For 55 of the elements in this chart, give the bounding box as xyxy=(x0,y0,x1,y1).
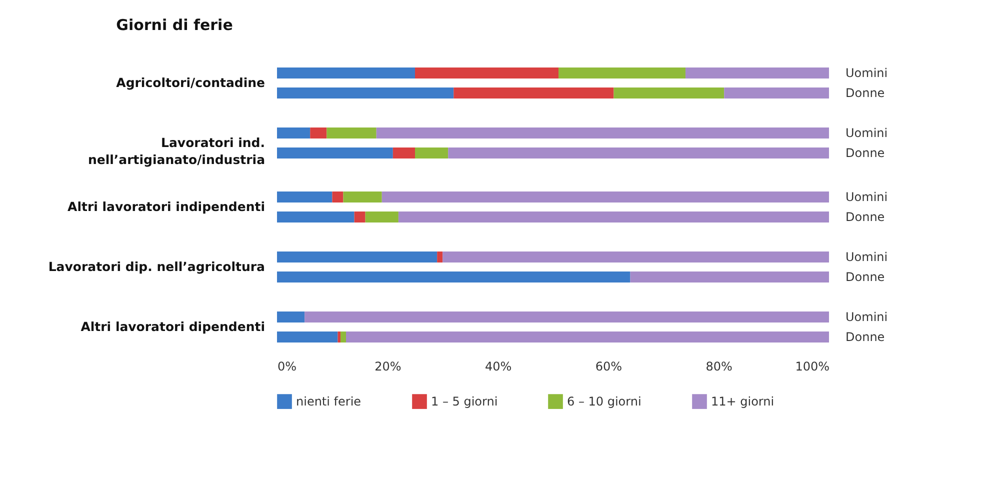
bar xyxy=(448,148,829,158)
bar xyxy=(614,88,724,98)
bar xyxy=(310,128,327,138)
bar xyxy=(454,88,614,98)
y-tick-label: Uomini xyxy=(846,66,888,80)
bar xyxy=(382,192,829,202)
x-tick-label: 80% xyxy=(706,360,732,374)
y-tick-label: Uomini xyxy=(846,310,888,324)
bar xyxy=(365,212,398,222)
bar xyxy=(326,128,376,138)
y-axis-title: Lavoratori ind. nell’artigianato/industria xyxy=(88,135,265,167)
bar xyxy=(277,68,415,78)
y-axis-title: Agricoltori/contadine xyxy=(116,75,265,90)
chart-title: Giorni di ferie xyxy=(116,16,233,34)
y-tick-label: Uomini xyxy=(846,190,888,204)
x-tick-label: 40% xyxy=(484,360,512,374)
bar xyxy=(398,212,829,222)
bar xyxy=(354,212,366,222)
y-tick-label: Donne xyxy=(846,270,885,284)
bar xyxy=(415,148,448,158)
bar xyxy=(415,68,559,78)
bar xyxy=(392,148,415,158)
legend-label: nienti ferie xyxy=(296,394,362,409)
bar xyxy=(277,212,354,222)
y-axis-title: Altri lavoratori dipendenti xyxy=(80,319,265,334)
bar xyxy=(685,68,829,78)
y-tick-label: Donne xyxy=(846,146,885,160)
y-axis-title: Altri lavoratori indipendenti xyxy=(68,199,265,214)
y-tick-label: Donne xyxy=(846,86,885,100)
y-tick-label: Uomini xyxy=(846,126,888,140)
x-tick-label: 0% xyxy=(278,360,297,374)
bar xyxy=(630,272,829,282)
y-tick-label: Donne xyxy=(846,330,885,344)
bar xyxy=(277,192,332,202)
bar xyxy=(376,128,829,138)
bar xyxy=(332,192,344,202)
legend-label: 11+ giorni xyxy=(711,394,774,409)
bar xyxy=(558,68,686,78)
bar xyxy=(277,148,393,158)
bar xyxy=(277,272,630,282)
bar xyxy=(343,192,382,202)
x-tick-label: 20% xyxy=(374,360,402,374)
legend-label: 1 – 5 giorni xyxy=(431,394,498,409)
bar xyxy=(277,88,454,98)
bar xyxy=(277,128,310,138)
bar xyxy=(277,252,438,262)
y-axis-title: Lavoratori dip. nell’agricoltura xyxy=(48,259,265,274)
y-tick-label: Donne xyxy=(846,210,885,224)
y-tick-label: Uomini xyxy=(846,250,888,264)
bar xyxy=(724,88,829,98)
legend-label: 6 – 10 giorni xyxy=(567,394,642,409)
x-tick-label: 60% xyxy=(595,360,622,374)
bar xyxy=(437,252,443,262)
x-tick-label: 100% xyxy=(795,360,830,374)
bar xyxy=(442,252,829,262)
